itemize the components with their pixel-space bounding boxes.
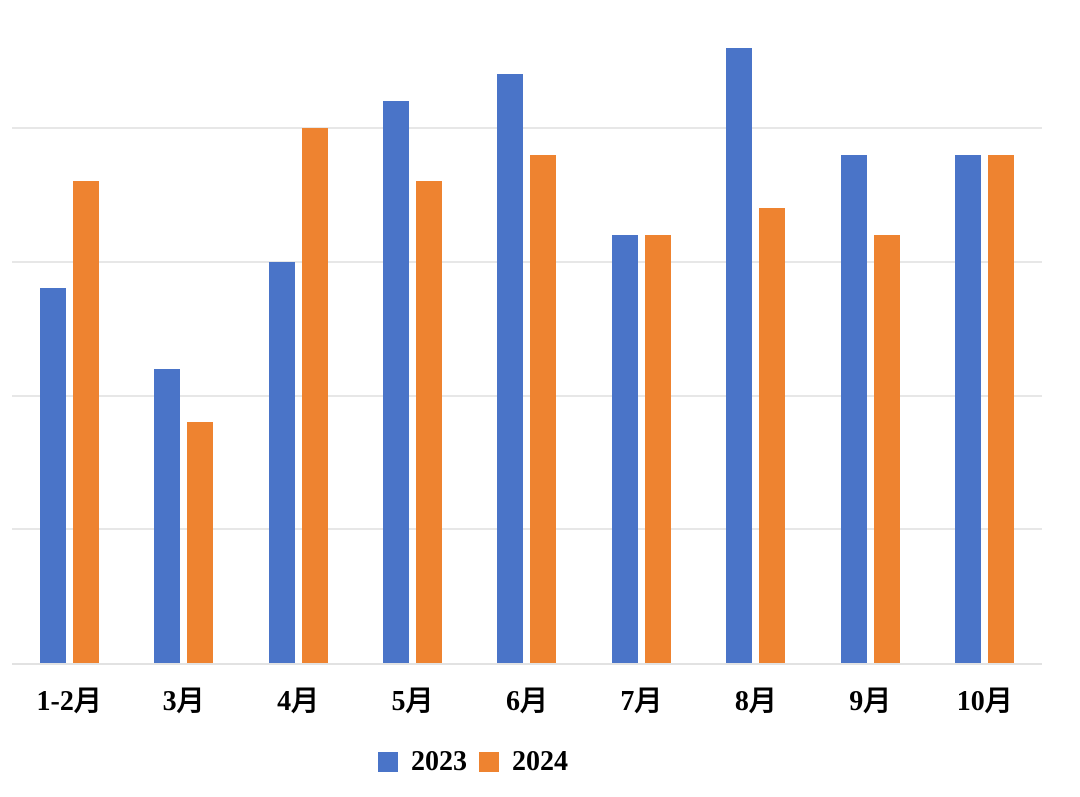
legend-swatch <box>479 752 499 772</box>
x-axis-label: 1-2月 <box>36 686 102 717</box>
bar-group <box>241 0 355 663</box>
x-axis-label: 7月 <box>620 686 663 717</box>
legend-entry: 2023 <box>378 748 467 776</box>
bar-2024 <box>759 208 786 663</box>
bar-group <box>584 0 698 663</box>
bar-2024 <box>72 181 99 663</box>
bar-group <box>699 0 813 663</box>
bar-2024 <box>988 155 1015 663</box>
legend-entry: 2024 <box>479 748 568 776</box>
bar-2024 <box>644 235 671 663</box>
legend-label: 2024 <box>512 746 568 777</box>
bar-group <box>12 0 126 663</box>
gridline <box>12 127 1042 129</box>
x-axis-label: 6月 <box>505 686 548 717</box>
bar-2023 <box>39 288 66 663</box>
bar-group <box>126 0 240 663</box>
bar-2024 <box>187 422 214 663</box>
bar-2023 <box>383 101 410 663</box>
bar-2024 <box>416 181 443 663</box>
bar-2023 <box>497 74 524 663</box>
bar-2023 <box>840 155 867 663</box>
bar-group <box>928 0 1042 663</box>
bar-2023 <box>955 155 982 663</box>
x-axis-label: 8月 <box>734 686 777 717</box>
bar-2023 <box>268 262 295 663</box>
x-axis-label: 3月 <box>162 686 205 717</box>
bar-group <box>813 0 927 663</box>
bar-2024 <box>873 235 900 663</box>
bar-2024 <box>530 155 557 663</box>
x-axis-label: 9月 <box>849 686 892 717</box>
gridline <box>12 394 1042 397</box>
x-axis-label: 5月 <box>391 686 434 717</box>
x-axis-line <box>12 663 1042 665</box>
x-axis-label: 10月 <box>956 686 1013 717</box>
x-axis-label: 4月 <box>277 686 320 717</box>
bar-2023 <box>726 48 753 663</box>
bar-group <box>355 0 469 663</box>
bar-group <box>470 0 584 663</box>
legend: 2023 2024 <box>378 748 568 776</box>
gridline <box>12 260 1042 263</box>
gridline <box>12 528 1042 531</box>
x-axis-labels: 1-2月 3月 4月 5月 6月 7月 8月 9月 10月 <box>12 665 1042 719</box>
legend-swatch <box>378 752 398 772</box>
bar-2023 <box>154 369 181 663</box>
bar-2023 <box>611 235 638 663</box>
plot-area <box>12 0 1042 665</box>
bar-groups <box>12 0 1042 663</box>
legend-label: 2023 <box>411 746 467 777</box>
bar-2024 <box>301 128 328 663</box>
